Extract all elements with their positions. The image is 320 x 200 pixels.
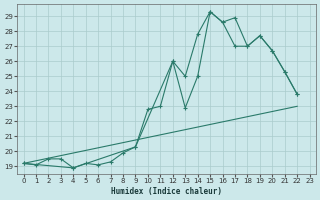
X-axis label: Humidex (Indice chaleur): Humidex (Indice chaleur) [111,187,222,196]
